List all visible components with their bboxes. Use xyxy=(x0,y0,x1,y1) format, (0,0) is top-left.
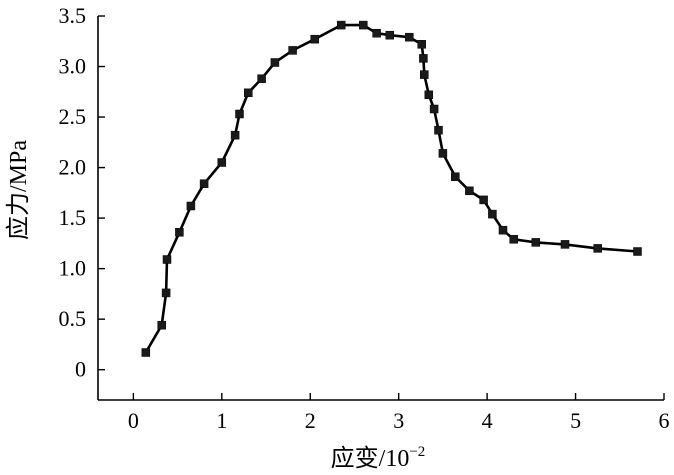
data-point-marker xyxy=(157,320,166,330)
data-point-marker xyxy=(199,179,209,188)
data-point-marker xyxy=(336,20,346,30)
data-point-marker xyxy=(310,34,319,44)
x-axis-title: 应变/10−2 xyxy=(331,444,426,472)
data-point-marker xyxy=(488,209,497,219)
x-tick-label: 4 xyxy=(482,408,493,433)
data-point-marker xyxy=(244,88,253,98)
data-point-marker xyxy=(385,30,395,40)
data-point-marker xyxy=(429,104,439,114)
data-point-marker xyxy=(162,255,172,264)
data-point-marker xyxy=(359,20,368,30)
data-point-marker xyxy=(186,201,196,211)
y-tick-label: 2.0 xyxy=(59,155,87,180)
data-point-marker xyxy=(235,109,244,119)
data-point-marker xyxy=(560,240,570,249)
data-point-marker xyxy=(270,58,280,67)
data-point-marker xyxy=(175,228,184,237)
y-tick-label: 0.5 xyxy=(59,306,87,331)
x-tick-label: 3 xyxy=(393,408,404,433)
x-tick-label: 5 xyxy=(570,408,581,433)
data-series xyxy=(141,20,642,357)
data-point-marker xyxy=(451,172,460,181)
data-point-marker xyxy=(633,247,642,256)
data-point-marker xyxy=(257,74,266,83)
data-point-marker xyxy=(593,244,602,253)
data-point-marker xyxy=(434,125,443,135)
y-tick-label: 1.5 xyxy=(59,205,87,230)
data-point-marker xyxy=(509,235,518,244)
data-point-marker xyxy=(405,32,414,42)
data-point-marker xyxy=(424,90,434,100)
series-line xyxy=(144,23,638,354)
x-axis-title-exponent: −2 xyxy=(409,444,425,460)
y-tick-label: 1.0 xyxy=(59,256,87,281)
x-axis-title-text: 应变/10 xyxy=(331,445,410,472)
axis-titles: 应变/10−2 应力/MPa xyxy=(5,140,425,472)
data-point-marker xyxy=(417,40,426,49)
data-point-marker xyxy=(531,238,541,247)
data-point-marker xyxy=(372,28,381,38)
x-tick-label: 1 xyxy=(216,408,227,433)
x-tick-label: 2 xyxy=(305,408,316,433)
data-point-marker xyxy=(479,195,488,205)
data-point-marker xyxy=(498,225,508,235)
data-point-marker xyxy=(420,70,429,79)
data-point-marker xyxy=(141,348,151,357)
y-tick-label: 3.0 xyxy=(59,54,87,79)
data-point-marker xyxy=(465,186,474,196)
data-point-marker xyxy=(230,130,240,140)
y-tick-label: 0 xyxy=(75,357,86,382)
data-point-marker xyxy=(217,158,227,167)
y-tick-label: 3.5 xyxy=(59,3,87,28)
data-point-marker xyxy=(419,54,428,63)
x-tick-label: 0 xyxy=(128,408,139,433)
axes: 0 1 2 3 4 5 6 0 0.5 1.0 1.5 2.0 2.5 3.0 3.5 xyxy=(59,3,670,433)
data-point-marker xyxy=(288,46,297,55)
x-tick-label: 6 xyxy=(659,408,670,433)
y-tick-label: 2.5 xyxy=(59,104,87,129)
data-point-marker xyxy=(438,149,448,158)
y-axis-title: 应力/MPa xyxy=(5,140,32,240)
data-point-marker xyxy=(161,288,171,298)
